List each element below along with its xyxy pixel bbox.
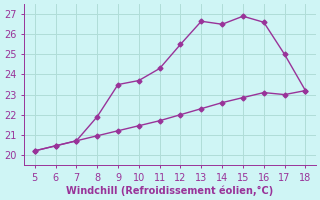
X-axis label: Windchill (Refroidissement éolien,°C): Windchill (Refroidissement éolien,°C) bbox=[67, 185, 274, 196]
